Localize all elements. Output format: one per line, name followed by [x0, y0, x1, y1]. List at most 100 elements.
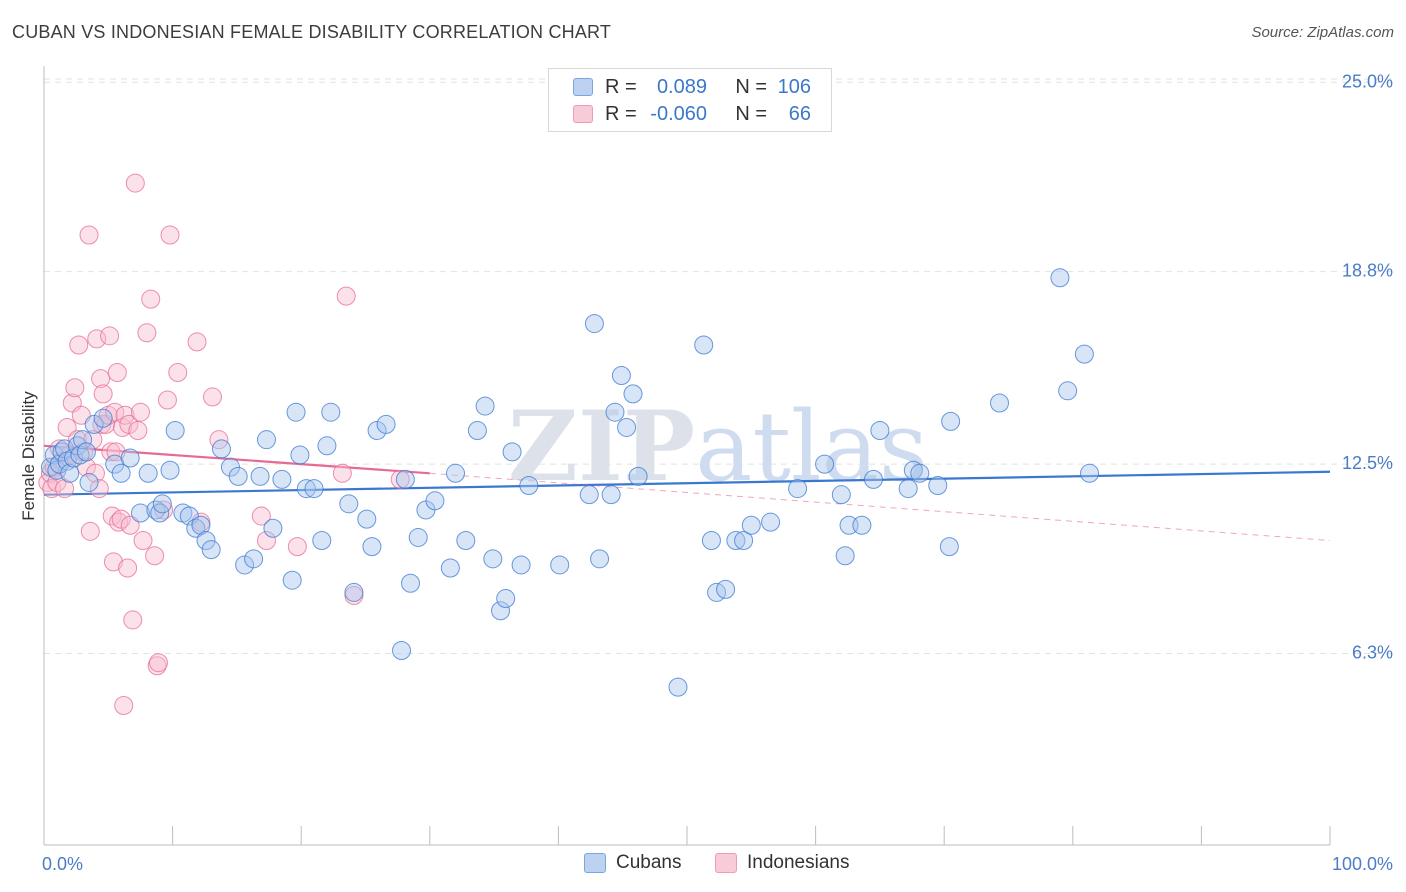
data-point-cubans — [835, 546, 855, 566]
data-point-cubans — [1050, 268, 1070, 288]
data-point-indonesians — [106, 442, 126, 462]
data-point-cubans — [138, 463, 158, 483]
series-legend: Cubans Indonesians — [0, 852, 1406, 876]
data-point-cubans — [511, 555, 531, 575]
data-point-cubans — [408, 527, 428, 547]
trend-line-extension — [429, 472, 1331, 541]
data-point-cubans — [1058, 381, 1078, 401]
x-tick-label: 100.0% — [1332, 854, 1393, 874]
data-point-cubans — [611, 366, 631, 386]
data-point-indonesians — [287, 537, 307, 557]
data-point-cubans — [357, 509, 377, 529]
data-point-indonesians — [390, 469, 410, 489]
data-point-cubans — [79, 472, 99, 492]
data-point-indonesians — [168, 362, 188, 382]
data-point-indonesians — [89, 479, 109, 499]
data-point-cubans — [446, 463, 466, 483]
data-point-cubans — [815, 454, 835, 474]
data-point-indonesians — [120, 515, 140, 535]
data-point-indonesians — [85, 463, 105, 483]
data-point-cubans — [910, 463, 930, 483]
trend-lines — [43, 444, 1331, 541]
data-point-indonesians — [105, 402, 125, 422]
correlation-legend: R = 0.089 N = 106 R = -0.060 N = 66 — [548, 68, 832, 132]
source-credit: Source: ZipAtlas.com — [1251, 24, 1394, 41]
legend-n-value: 106 — [777, 75, 811, 98]
data-point-cubans — [1074, 344, 1094, 364]
data-point-indonesians — [141, 289, 161, 309]
data-point-indonesians — [69, 335, 89, 355]
data-point-cubans — [496, 589, 516, 609]
data-point-cubans — [392, 640, 412, 660]
data-point-cubans — [1080, 463, 1100, 483]
data-point-cubans — [317, 436, 337, 456]
data-point-cubans — [76, 442, 96, 462]
data-point-cubans — [628, 466, 648, 486]
x-tick-label: 0.0% — [42, 854, 83, 874]
data-point-indonesians — [137, 323, 157, 343]
data-point-indonesians — [57, 417, 77, 437]
data-point-indonesians — [55, 479, 75, 499]
y-tick-label: 6.3% — [1352, 643, 1393, 663]
trend-line — [43, 444, 430, 475]
data-point-indonesians — [107, 362, 127, 382]
data-point-cubans — [491, 601, 511, 621]
data-point-indonesians — [114, 695, 134, 715]
data-point-cubans — [165, 421, 185, 441]
legend-swatch-indonesians — [573, 105, 593, 123]
data-point-indonesians — [133, 531, 153, 550]
data-point-cubans — [456, 531, 476, 550]
data-point-indonesians — [49, 439, 69, 459]
data-point-cubans — [282, 570, 302, 590]
data-point-indonesians — [87, 329, 107, 349]
series-legend-cubans[interactable]: Cubans — [584, 852, 682, 874]
data-point-indonesians — [115, 405, 135, 425]
series-legend-indonesians[interactable]: Indonesians — [715, 852, 849, 874]
data-point-cubans — [716, 579, 736, 599]
y-tick-label: 12.5% — [1342, 453, 1393, 473]
data-point-cubans — [617, 417, 637, 437]
series-swatch-cubans — [584, 853, 606, 873]
data-point-cubans — [623, 384, 643, 404]
data-point-indonesians — [103, 552, 123, 572]
data-point-indonesians — [65, 378, 85, 398]
data-point-indonesians — [336, 286, 356, 306]
data-point-cubans — [44, 445, 64, 465]
legend-r-value: -0.060 — [650, 102, 707, 125]
data-point-indonesians — [93, 384, 113, 404]
tick-labels: 6.3% 12.5% 18.8% 25.0% 0.0% 100.0% — [42, 71, 1393, 874]
data-point-cubans — [579, 485, 599, 505]
data-point-cubans — [475, 396, 495, 416]
data-point-cubans — [989, 393, 1009, 413]
data-point-cubans — [312, 531, 332, 550]
data-point-cubans — [130, 503, 150, 523]
axes — [43, 66, 1331, 846]
data-point-indonesians — [148, 653, 168, 673]
data-point-cubans — [250, 466, 270, 486]
data-point-cubans — [73, 430, 93, 450]
data-point-indonesians — [256, 531, 276, 550]
data-point-cubans — [694, 335, 714, 355]
data-point-indonesians — [80, 521, 100, 541]
data-point-cubans — [191, 515, 211, 535]
data-point-cubans — [376, 414, 396, 434]
data-point-cubans — [467, 421, 487, 441]
chart-title: CUBAN VS INDONESIAN FEMALE DISABILITY CO… — [12, 22, 612, 42]
trend-line — [43, 470, 1331, 496]
data-point-indonesians — [202, 387, 222, 407]
data-point-indonesians — [125, 173, 145, 193]
data-point-cubans — [734, 531, 754, 550]
data-point-cubans — [290, 445, 310, 465]
data-point-cubans — [870, 421, 890, 441]
data-point-cubans — [244, 549, 264, 569]
data-point-cubans — [605, 402, 625, 422]
data-point-cubans — [788, 479, 808, 499]
data-point-indonesians — [209, 430, 229, 450]
data-point-indonesians — [79, 225, 99, 245]
data-point-cubans — [761, 512, 781, 532]
data-point-cubans — [286, 402, 306, 422]
data-point-cubans — [179, 506, 199, 526]
data-point-indonesians — [118, 558, 138, 578]
legend-row-cubans: R = 0.089 N = 106 — [573, 74, 811, 100]
y-tick-label: 25.0% — [1342, 71, 1393, 91]
